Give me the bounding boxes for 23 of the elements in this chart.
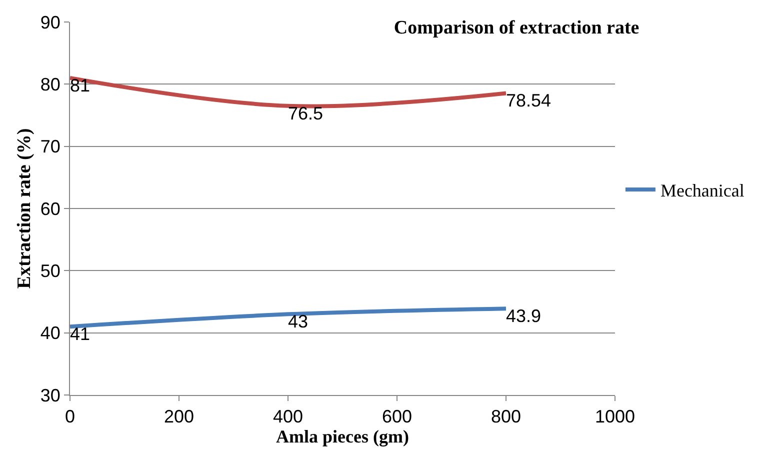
x-tick-label: 800 — [490, 406, 522, 427]
data-label: 43.9 — [506, 306, 542, 326]
data-label: 76.5 — [288, 103, 324, 124]
y-tick-label: 30 — [40, 385, 60, 406]
data-label: 41 — [70, 324, 90, 344]
x-axis-title: Amla pieces (gm) — [276, 426, 409, 447]
data-label: 81 — [70, 75, 90, 96]
y-tick-label: 40 — [40, 323, 60, 344]
x-tick-label: 200 — [164, 406, 194, 427]
chart-title: Comparison of extraction rate — [394, 18, 640, 39]
y-tick-label: 70 — [40, 136, 60, 157]
y-tick-label: 90 — [40, 12, 60, 32]
x-tick-label: 600 — [382, 406, 412, 427]
data-label: 78.54 — [506, 90, 552, 111]
x-tick-label: 1000 — [594, 406, 636, 427]
legend-label: Mechanical — [660, 180, 744, 201]
x-tick-label: 0 — [64, 406, 76, 427]
y-tick-label: 60 — [40, 198, 60, 219]
y-tick-label: 80 — [40, 74, 60, 94]
y-tick-label: 50 — [40, 260, 60, 281]
y-axis-title: Extraction rate (%) — [14, 128, 36, 289]
data-label: 43 — [288, 312, 308, 332]
x-tick-label: 400 — [272, 406, 304, 427]
